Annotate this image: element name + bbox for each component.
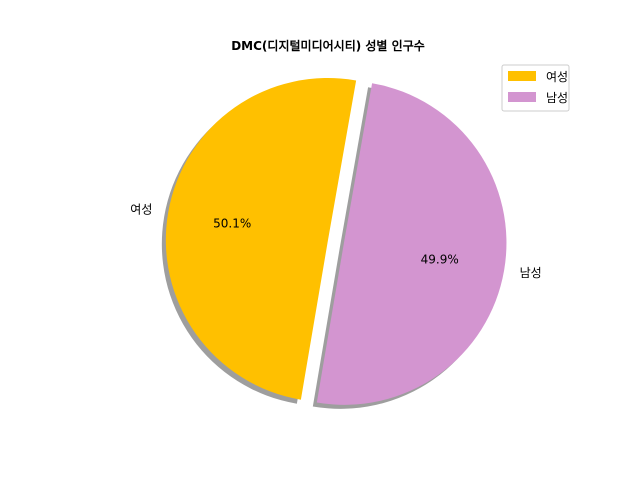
- legend-label-male: 남성: [546, 91, 568, 105]
- legend-swatch-female: [508, 71, 536, 81]
- pie-labels: 여성 50.1% 남성 49.9%: [130, 203, 541, 281]
- slice-label-male: 남성: [520, 266, 542, 280]
- pie-slices: [165, 77, 507, 405]
- legend: 여성 남성: [501, 64, 570, 112]
- legend-swatch-male: [508, 92, 536, 102]
- slice-label-female: 여성: [130, 203, 152, 217]
- slice-percent-female: 50.1%: [213, 216, 251, 230]
- legend-label-female: 여성: [546, 70, 568, 84]
- slice-percent-male: 49.9%: [421, 252, 459, 266]
- chart-title: DMC(디지털미디어시티) 성별 인구수: [231, 38, 425, 53]
- pie-slice-female: [165, 77, 357, 400]
- pie-slice-male: [316, 83, 507, 405]
